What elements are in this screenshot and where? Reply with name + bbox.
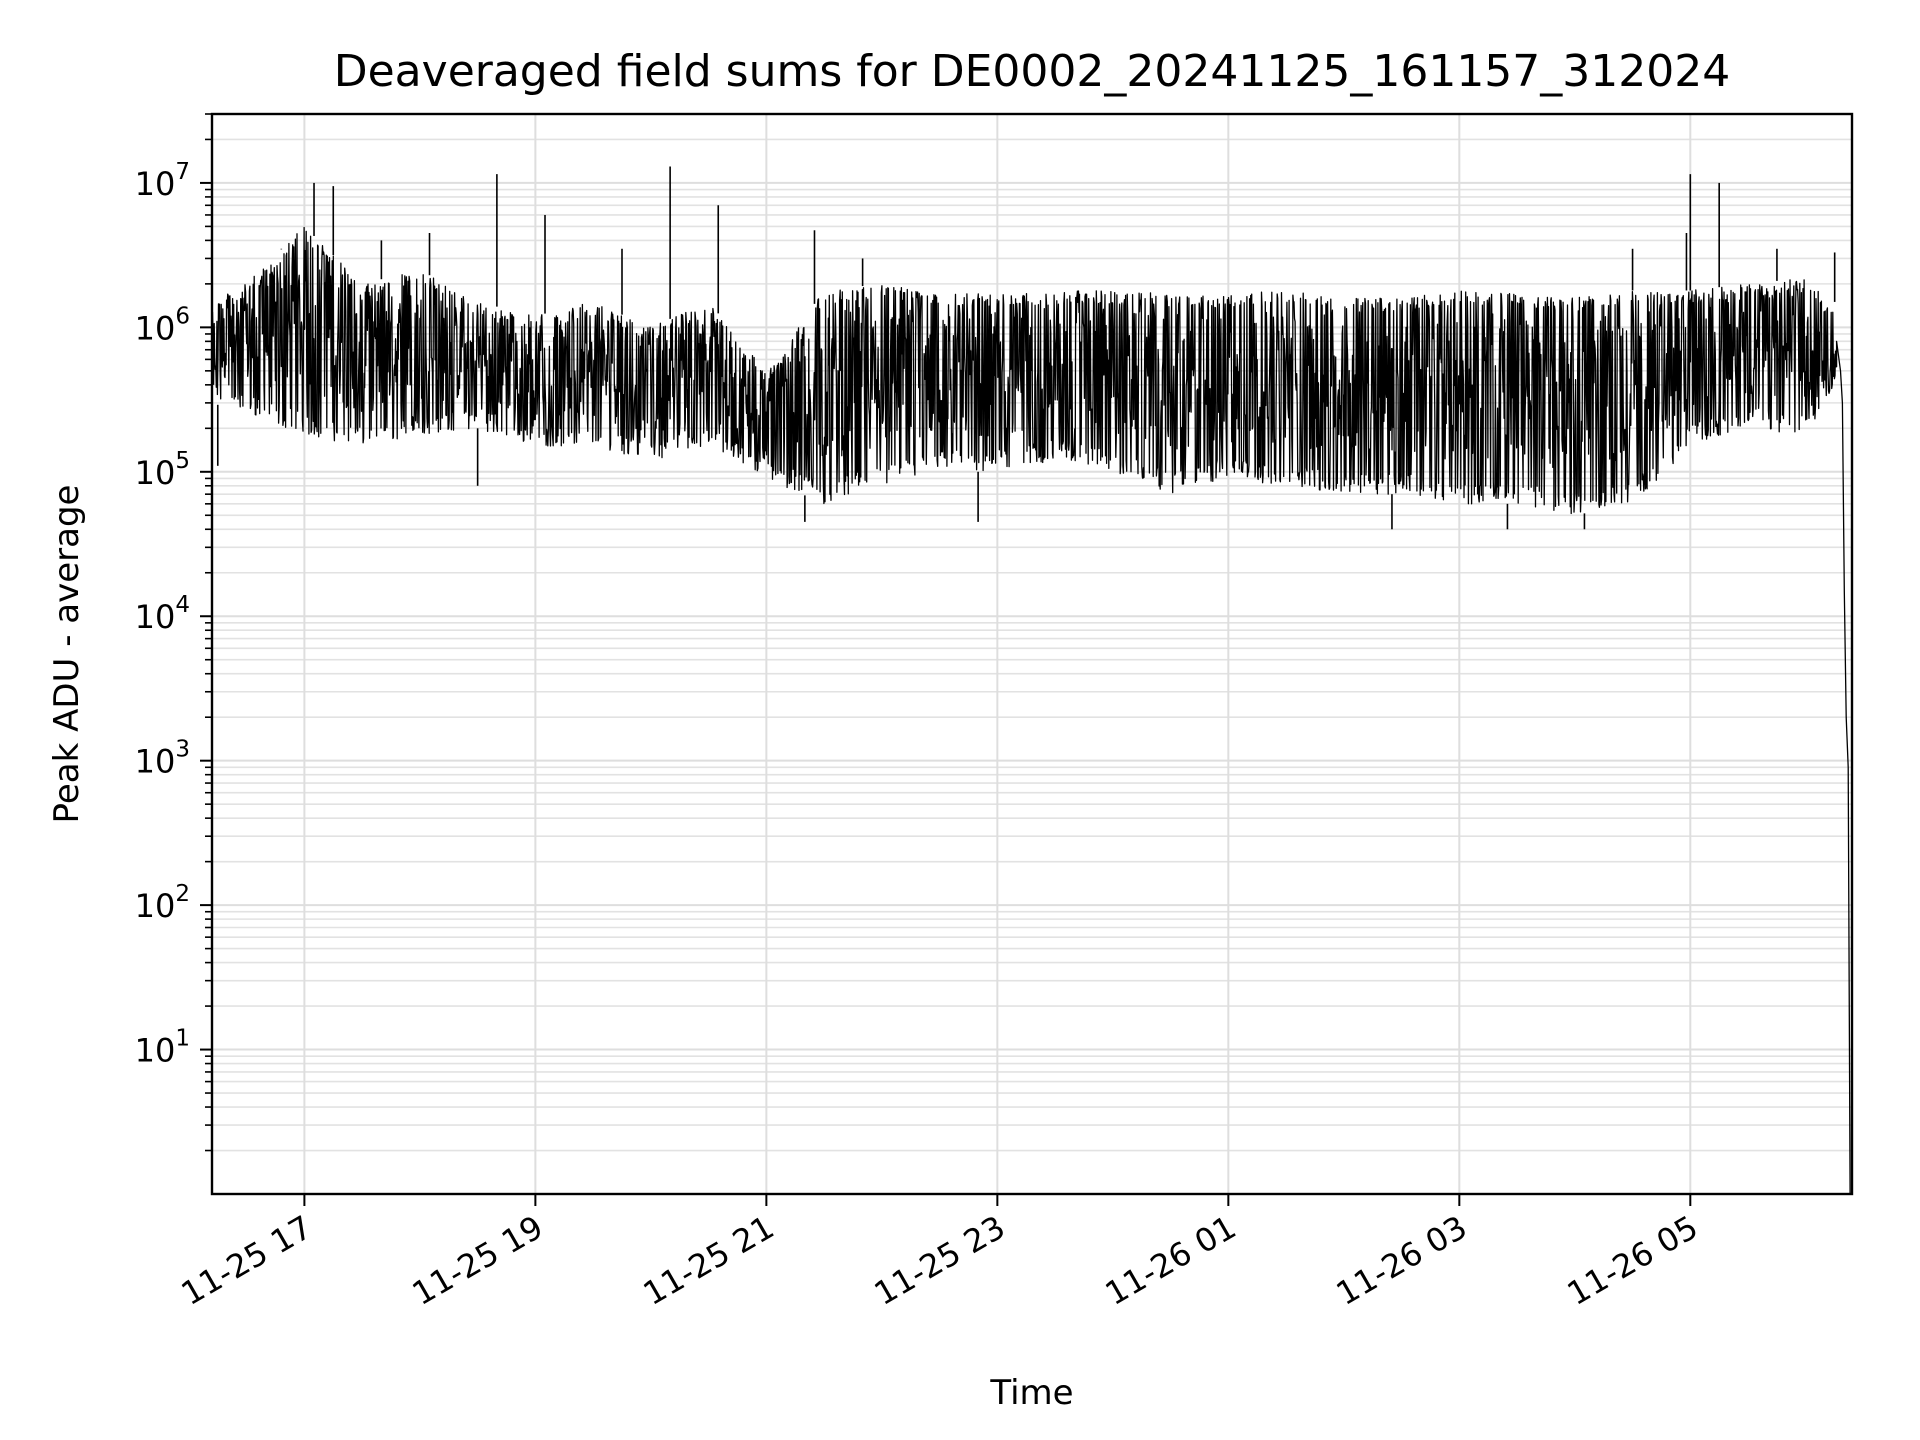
series-line xyxy=(211,226,1851,1195)
y-tick-label: 105 xyxy=(135,448,190,492)
x-tick-label: 11-26 05 xyxy=(1561,1208,1705,1313)
grid xyxy=(212,113,1852,1194)
y-tick-label: 103 xyxy=(135,737,190,781)
x-tick-label: 11-25 21 xyxy=(637,1208,781,1313)
y-tick-base: 10 xyxy=(135,165,176,203)
y-tick-base: 10 xyxy=(135,598,176,636)
series-layer xyxy=(211,166,1851,1195)
y-tick-exponent: 7 xyxy=(175,159,190,185)
x-tick-label: 11-26 03 xyxy=(1330,1208,1474,1313)
y-tick-base: 10 xyxy=(135,309,176,347)
y-tick-exponent: 2 xyxy=(175,881,190,907)
y-tick-exponent: 4 xyxy=(175,592,190,618)
y-tick-base: 10 xyxy=(135,454,176,492)
y-tick-label: 101 xyxy=(135,1026,190,1070)
x-axis: 11-25 17 11-25 19 11-25 21 11-25 23 11-26 01… xyxy=(175,1194,1705,1313)
y-tick-base: 10 xyxy=(135,743,176,781)
y-tick-exponent: 1 xyxy=(175,1026,190,1052)
chart-title: Deaveraged field sums for DE0002_2024112… xyxy=(334,46,1731,97)
y-tick-label: 104 xyxy=(135,592,190,636)
y-tick-exponent: 5 xyxy=(175,448,190,474)
y-tick-exponent: 6 xyxy=(175,303,190,329)
y-tick-label: 106 xyxy=(135,303,190,347)
x-tick-label: 11-26 01 xyxy=(1099,1208,1243,1313)
x-tick-label: 11-25 23 xyxy=(868,1208,1012,1313)
y-tick-label: 102 xyxy=(135,881,190,925)
y-tick-base: 10 xyxy=(135,1032,176,1070)
y-tick-base: 10 xyxy=(135,887,176,925)
y-axis-title: Peak ADU - average xyxy=(47,485,87,824)
x-tick-label: 11-25 17 xyxy=(175,1208,319,1313)
plot-frame xyxy=(210,112,1854,1196)
x-axis-title: Time xyxy=(989,1373,1073,1413)
y-tick-exponent: 3 xyxy=(175,737,190,763)
x-tick-label: 11-25 19 xyxy=(406,1208,550,1313)
y-tick-label: 107 xyxy=(135,159,190,203)
